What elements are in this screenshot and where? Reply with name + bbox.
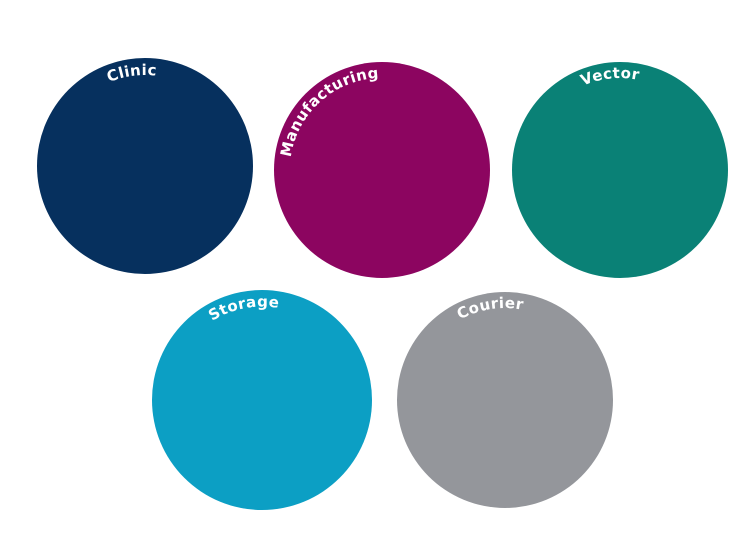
- bubble-storage[interactable]: [152, 290, 372, 510]
- bubble-manufacturing[interactable]: [274, 62, 490, 278]
- bubble-clinic[interactable]: [37, 58, 253, 274]
- bubble-vector[interactable]: [512, 62, 728, 278]
- bubble-courier[interactable]: [397, 292, 613, 508]
